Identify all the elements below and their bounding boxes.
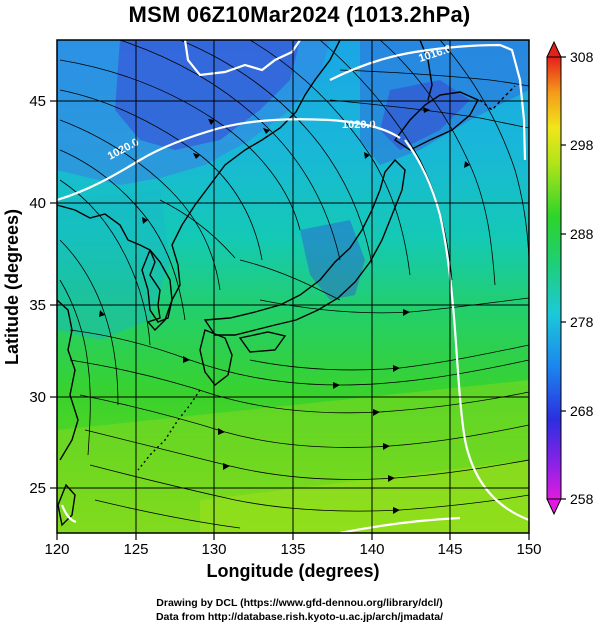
axis-ticks	[50, 100, 530, 540]
colorbar-label: 288	[570, 226, 594, 242]
pressure-contours	[57, 40, 529, 533]
footer-credit-data: Data from http://database.rish.kyoto-u.a…	[155, 611, 444, 623]
colorbar-label: 278	[570, 314, 594, 330]
coastlines	[57, 40, 516, 527]
wind-arrowheads	[99, 107, 470, 514]
x-tick-label: 130	[201, 541, 226, 558]
x-tick-label: 120	[44, 541, 69, 558]
colorbar-label: 298	[570, 137, 594, 153]
y-tick-label: 35	[29, 297, 46, 314]
y-axis-label: Latitude (degrees)	[2, 209, 22, 365]
footer-credit-drawing: Drawing by DCL (https://www.gfd-dennou.o…	[156, 597, 443, 609]
colorbar-max-arrow	[546, 40, 562, 58]
contour-label: 1020.0	[342, 119, 376, 131]
colorbar-min-arrow	[546, 498, 562, 516]
y-tick-label: 40	[29, 195, 46, 212]
x-tick-label: 125	[123, 541, 148, 558]
x-tick-label: 140	[359, 541, 384, 558]
colorbar-label: 258	[570, 491, 594, 507]
colorbar-label: 268	[570, 403, 594, 419]
colorbar-label: 308	[570, 49, 594, 65]
y-tick-label: 25	[29, 480, 46, 497]
x-axis-label: Longitude (degrees)	[206, 561, 379, 581]
map-title: MSM 06Z10Mar2024 (1013.2hPa)	[128, 2, 471, 27]
x-tick-label: 135	[280, 541, 305, 558]
x-tick-label: 150	[516, 541, 541, 558]
lat-lon-grid	[57, 40, 529, 533]
colorbar	[546, 40, 566, 516]
y-tick-label: 45	[29, 93, 46, 110]
x-tick-label: 145	[437, 541, 462, 558]
y-tick-label: 30	[29, 389, 46, 406]
